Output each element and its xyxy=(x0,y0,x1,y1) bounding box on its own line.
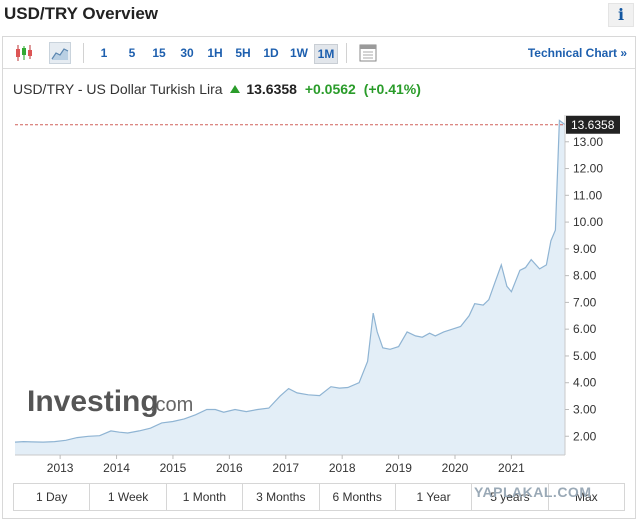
y-tick-label: 4.00 xyxy=(573,376,597,390)
table-view-icon[interactable] xyxy=(357,42,379,64)
timeframe-5h[interactable]: 5H xyxy=(235,46,251,60)
watermark: YAPLAKAL.COM xyxy=(474,484,592,500)
y-tick-label: 13.00 xyxy=(573,135,603,149)
range-1-week[interactable]: 1 Week xyxy=(90,484,167,510)
area-chart-icon[interactable] xyxy=(49,42,71,64)
price-line xyxy=(14,119,566,443)
toolbar-divider xyxy=(83,43,84,63)
x-tick-label: 2021 xyxy=(498,461,525,475)
timeframe-5[interactable]: 5 xyxy=(128,46,136,60)
y-tick-label: 5.00 xyxy=(573,349,597,363)
range-1-year[interactable]: 1 Year xyxy=(396,484,473,510)
timeframe-1d[interactable]: 1D xyxy=(263,46,279,60)
last-price-tag xyxy=(566,115,620,134)
price-chart[interactable]: Investing .com 2.00 3.00 4.00 5.00 6.00 7.00 8… xyxy=(3,109,635,479)
last-price: 13.6358 xyxy=(246,81,297,97)
x-tick-label: 2013 xyxy=(47,461,74,475)
y-tick-label: 9.00 xyxy=(573,242,597,256)
last-price-tag-label: 13.6358 xyxy=(571,118,615,132)
title-bar: USD/TRY Overview i xyxy=(0,0,640,32)
x-tick-label: 2016 xyxy=(216,461,243,475)
toolbar-divider xyxy=(346,43,347,63)
y-tick-label: 12.00 xyxy=(573,162,603,176)
x-tick-label: 2017 xyxy=(272,461,299,475)
technical-chart-link[interactable]: Technical Chart » xyxy=(527,46,627,60)
y-tick-label: 3.00 xyxy=(573,402,597,416)
x-tick-label: 2019 xyxy=(385,461,412,475)
y-tick-label: 8.00 xyxy=(573,269,597,283)
up-arrow-icon xyxy=(230,85,241,93)
y-tick-label: 7.00 xyxy=(573,295,597,309)
range-selector: 1 Day 1 Week 1 Month 3 Months 6 Months 1… xyxy=(13,483,625,511)
range-1-month[interactable]: 1 Month xyxy=(167,484,244,510)
x-tick-label: 2018 xyxy=(329,461,356,475)
x-tick-label: 2014 xyxy=(103,461,130,475)
candlestick-chart-icon[interactable] xyxy=(13,42,35,64)
y-tick-label: 10.00 xyxy=(573,215,603,229)
quote-line: USD/TRY - US Dollar Turkish Lira 13.6358… xyxy=(13,81,421,97)
timeframe-1[interactable]: 1 xyxy=(100,46,108,60)
investing-logo: Investing xyxy=(27,385,159,418)
range-5-years[interactable]: 5 years xyxy=(472,484,549,510)
instrument-name: USD/TRY - US Dollar Turkish Lira xyxy=(13,81,223,97)
range-6-months[interactable]: 6 Months xyxy=(320,484,396,510)
investing-logo-suffix: .com xyxy=(150,394,193,416)
price-area xyxy=(15,120,565,456)
y-tick-label: 6.00 xyxy=(573,322,597,336)
y-tick-label: 2.00 xyxy=(573,429,597,443)
timeframe-1h[interactable]: 1H xyxy=(207,46,223,60)
price-change-percent: (+0.41%) xyxy=(363,81,421,97)
timeframe-1m[interactable]: 1M xyxy=(314,44,338,64)
range-1-day[interactable]: 1 Day xyxy=(14,484,91,510)
price-change: +0.0562 xyxy=(304,81,356,97)
range-3-months[interactable]: 3 Months xyxy=(243,484,320,510)
info-button[interactable]: i xyxy=(608,3,634,27)
y-tick-label: 11.00 xyxy=(573,188,602,202)
page-title: USD/TRY Overview xyxy=(4,4,159,23)
chart-widget: 1 5 15 30 1H 5H 1D 1W 1M Technical Chart… xyxy=(2,36,636,519)
range-max[interactable]: Max xyxy=(574,490,598,504)
x-tick-label: 2020 xyxy=(442,461,469,475)
chart-toolbar: 1 5 15 30 1H 5H 1D 1W 1M Technical Chart… xyxy=(3,37,635,69)
timeframe-1w[interactable]: 1W xyxy=(290,46,308,60)
timeframe-15[interactable]: 15 xyxy=(152,46,166,60)
x-tick-label: 2015 xyxy=(160,461,187,475)
timeframe-30[interactable]: 30 xyxy=(180,46,194,60)
